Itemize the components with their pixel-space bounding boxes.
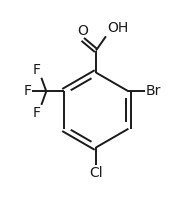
Text: OH: OH [107,21,128,35]
Text: Cl: Cl [89,166,103,180]
Text: O: O [77,24,88,38]
Text: F: F [23,84,31,98]
Text: Br: Br [146,84,161,98]
Text: F: F [33,106,41,120]
Text: F: F [33,63,41,77]
